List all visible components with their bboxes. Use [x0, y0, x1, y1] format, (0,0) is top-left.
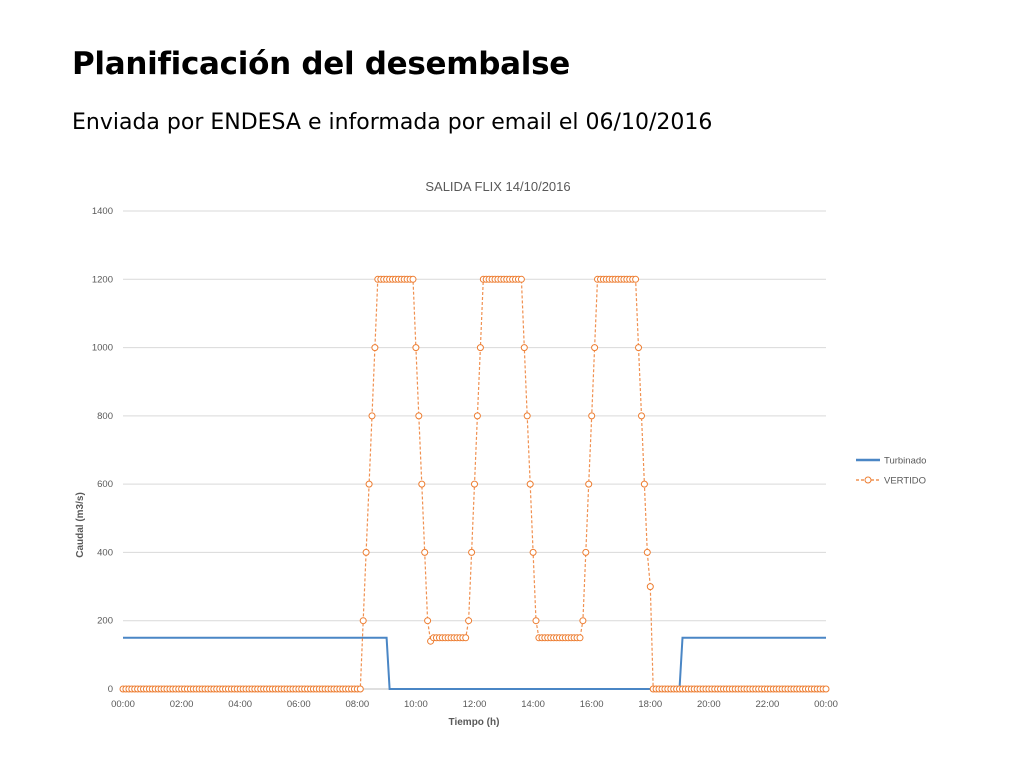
y-tick-label: 1200 [92, 274, 113, 285]
x-tick-label: 14:00 [521, 699, 545, 710]
y-tick-label: 400 [97, 547, 113, 558]
data-point-vertido [591, 344, 599, 352]
y-tick-label: 1000 [92, 343, 113, 354]
data-point-vertido [356, 685, 364, 693]
data-point-vertido [529, 548, 537, 556]
data-point-vertido [822, 685, 830, 693]
y-tick-label: 800 [97, 411, 113, 422]
chart-title: SALIDA FLIX 14/10/2016 [425, 179, 570, 194]
data-point-vertido [582, 548, 590, 556]
data-point-vertido [415, 412, 423, 420]
slide-title: Planificación del desembalse [72, 46, 570, 82]
data-point-vertido [532, 617, 540, 625]
slide-subtitle: Enviada por ENDESA e informada por email… [72, 110, 713, 135]
x-tick-label: 10:00 [404, 699, 428, 710]
data-point-vertido [473, 412, 481, 420]
data-point-vertido [523, 412, 531, 420]
chart-grid [123, 210, 826, 690]
data-point-vertido [465, 617, 473, 625]
data-point-vertido [638, 412, 645, 420]
chart-legend: Turbinado VERTIDO [856, 456, 926, 487]
data-point-vertido [579, 617, 587, 625]
data-point-vertido [517, 275, 525, 283]
x-tick-label: 20:00 [697, 699, 721, 710]
data-point-vertido [632, 275, 640, 283]
data-point-vertido [359, 617, 367, 625]
x-tick-label: 12:00 [463, 699, 487, 710]
y-axis-ticks: 0 200 400 600 800 1000 1200 1400 [92, 206, 113, 695]
data-point-vertido [526, 480, 534, 488]
x-tick-label: 08:00 [345, 699, 369, 710]
data-point-vertido [468, 548, 476, 556]
x-tick-label: 06:00 [287, 699, 311, 710]
data-point-vertido [412, 344, 420, 352]
x-tick-label: 04:00 [228, 699, 252, 710]
data-point-vertido [471, 480, 478, 488]
data-point-vertido [643, 548, 651, 556]
series-line-turbinado [123, 636, 826, 690]
x-tick-label: 02:00 [170, 699, 194, 710]
data-point-vertido [585, 480, 593, 488]
y-tick-label: 0 [108, 684, 113, 695]
data-point-vertido [520, 344, 528, 352]
x-tick-label: 22:00 [756, 699, 780, 710]
data-point-vertido [368, 412, 376, 420]
y-tick-label: 600 [97, 479, 113, 490]
data-point-vertido [576, 634, 584, 642]
y-tick-label: 1400 [92, 206, 113, 217]
x-tick-label: 16:00 [580, 699, 604, 710]
x-tick-label: 00:00 [111, 699, 135, 710]
x-axis-title: Tiempo (h) [449, 717, 500, 728]
x-tick-label: 18:00 [638, 699, 662, 710]
chart-container: SALIDA FLIX 14/10/2016 0 200 400 600 800 1000… [0, 160, 1024, 768]
legend-marker [864, 476, 872, 484]
data-point-vertido [418, 480, 426, 488]
data-point-vertido [640, 480, 648, 488]
x-tick-label: 00:00 [814, 699, 838, 710]
data-point-vertido [362, 548, 370, 556]
y-tick-label: 200 [97, 616, 113, 627]
data-point-vertido [476, 344, 484, 352]
legend-label: VERTIDO [884, 476, 926, 487]
legend-label: Turbinado [884, 456, 926, 467]
line-chart: SALIDA FLIX 14/10/2016 0 200 400 600 800 1000… [75, 179, 926, 728]
data-point-vertido [646, 583, 654, 591]
data-point-vertido [371, 344, 379, 352]
y-axis-title: Caudal (m3/s) [75, 492, 86, 558]
x-axis-ticks: 00:00 02:00 04:00 06:00 08:00 10:00 12:00 14:00… [111, 699, 838, 710]
data-point-vertido [588, 412, 596, 420]
data-point-vertido [421, 548, 429, 556]
data-point-vertido [409, 275, 417, 283]
chart-series [119, 275, 830, 693]
data-point-vertido [424, 617, 432, 625]
data-point-vertido [365, 480, 373, 488]
data-point-vertido [635, 344, 642, 352]
data-point-vertido [462, 634, 470, 642]
